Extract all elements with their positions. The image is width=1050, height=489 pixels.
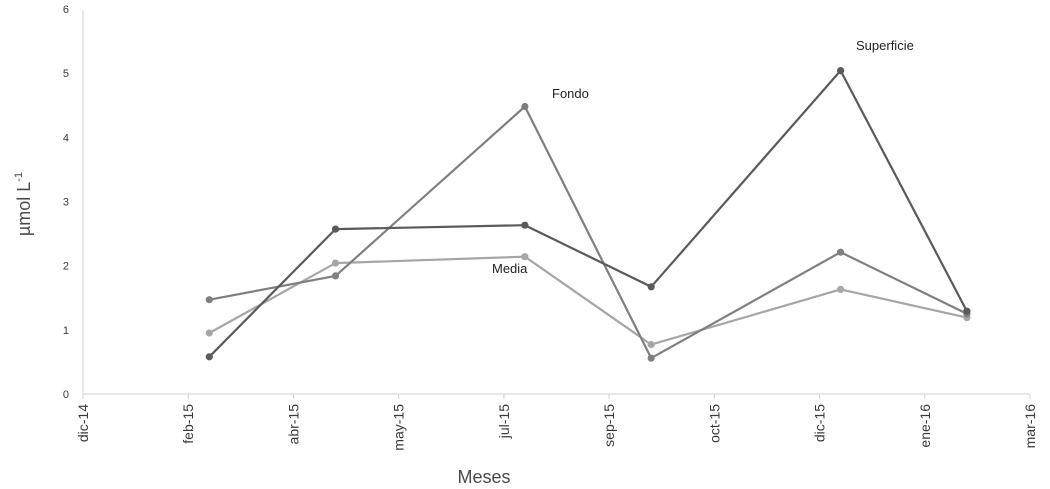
data-point-superficie (963, 307, 971, 315)
series-label-superficie: Superficie (856, 38, 914, 53)
x-tick-label: sep-15 (601, 404, 617, 447)
x-tick-label: dic-14 (75, 404, 91, 442)
data-point-fondo (837, 248, 845, 256)
y-tick-label: 3 (63, 197, 69, 209)
data-point-superficie (205, 353, 213, 361)
data-point-media (837, 285, 845, 293)
series-line-fondo (209, 105, 968, 360)
y-tick-label: 0 (63, 389, 69, 401)
data-point-media (521, 253, 529, 261)
x-tick-label: feb-15 (180, 404, 196, 444)
x-tick-label: mar-16 (1022, 404, 1038, 449)
data-point-superficie (837, 67, 845, 75)
y-axis-title-main: µmol L (14, 182, 34, 236)
data-point-fondo (205, 296, 213, 304)
data-point-media (331, 259, 340, 267)
y-tick-label: 5 (63, 68, 69, 80)
y-tick-label: 2 (63, 261, 69, 273)
x-tick-label: may-15 (391, 404, 407, 451)
data-point-superficie (331, 225, 340, 233)
data-point-fondo (331, 272, 340, 280)
x-tick-label: jul-15 (496, 404, 512, 439)
x-tick-label: dic-15 (812, 404, 828, 442)
y-tick-label: 1 (63, 325, 69, 337)
y-axis-ticks: 0 1 2 3 4 5 6 (63, 4, 69, 401)
data-point-superficie (647, 283, 655, 291)
data-point-superficie (521, 221, 529, 229)
x-tick-label: ene-16 (917, 404, 933, 448)
x-axis-ticks: dic-14 feb-15 abr-15 may-15 jul-15 sep-15 oct-… (75, 394, 1038, 451)
series-group (205, 67, 971, 362)
series-label-media: Media (492, 261, 528, 276)
data-point-fondo (521, 102, 529, 111)
series-line-media (208, 255, 968, 346)
y-axis-title-superscript: -1 (13, 172, 25, 182)
series-line-superficie (208, 69, 968, 358)
data-point-media (205, 329, 213, 337)
series-label-fondo: Fondo (552, 86, 589, 101)
x-tick-label: abr-15 (285, 404, 301, 445)
y-tick-label: 6 (63, 4, 69, 16)
data-point-media (647, 341, 655, 349)
data-point-fondo (647, 354, 655, 362)
x-axis-title: Meses (457, 467, 510, 487)
y-tick-label: 4 (63, 132, 69, 144)
x-tick-label: oct-15 (706, 404, 722, 443)
y-axis-title: µmol L-1 (13, 172, 34, 236)
